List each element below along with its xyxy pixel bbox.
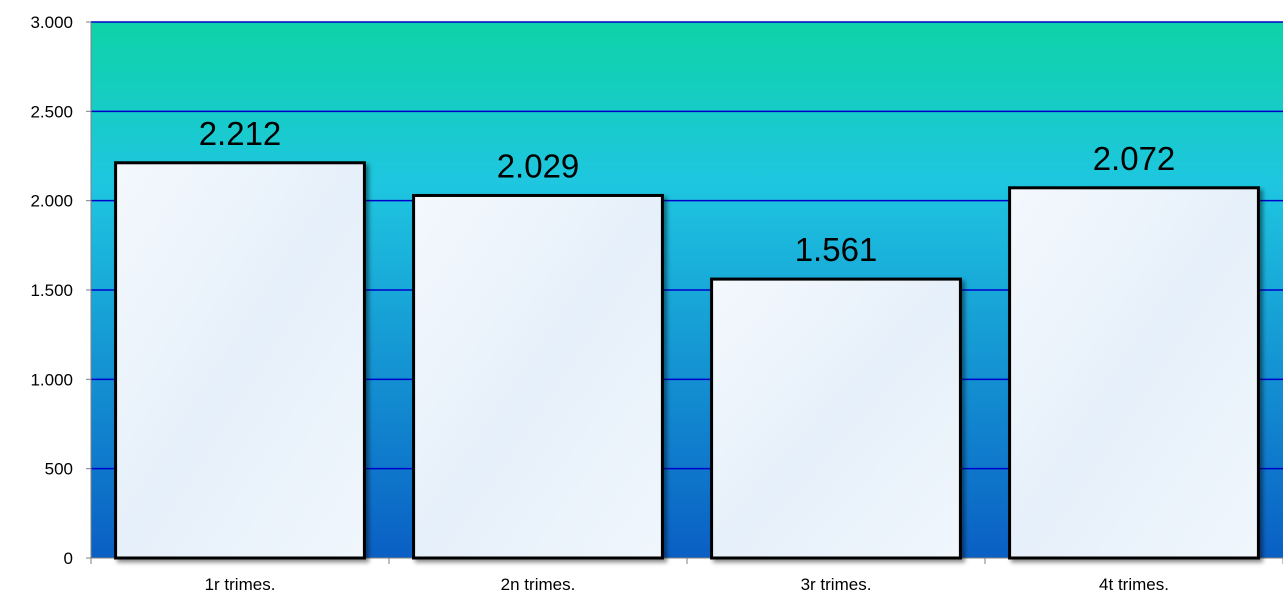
y-tick-label: 0 [64, 549, 73, 568]
x-tick-label: 2n trimes. [501, 575, 576, 594]
y-tick-label: 2.500 [30, 102, 73, 121]
y-tick-label: 500 [45, 460, 73, 479]
data-label: 2.029 [497, 147, 580, 184]
y-tick-label: 2.000 [30, 192, 73, 211]
x-tick-label: 4t trimes. [1099, 575, 1169, 594]
bar [1008, 186, 1260, 560]
axes: 0 500 1.000 1.500 2.000 2.500 3.000 1r trimes. 2… [30, 13, 1283, 594]
data-label: 1.561 [795, 231, 878, 268]
bar [114, 161, 366, 560]
y-tick-label: 3.000 [30, 13, 73, 32]
x-tick-label: 3r trimes. [801, 575, 872, 594]
y-tick-label: 1.000 [30, 370, 73, 389]
y-tick-label: 1.500 [30, 281, 73, 300]
x-tick-label: 1r trimes. [205, 575, 276, 594]
data-label: 2.212 [199, 115, 282, 152]
data-labels: 2.212 2.029 1.561 2.072 [199, 115, 1176, 268]
bar [710, 277, 962, 560]
bars [114, 161, 1260, 560]
bar [412, 193, 664, 560]
data-label: 2.072 [1093, 140, 1176, 177]
